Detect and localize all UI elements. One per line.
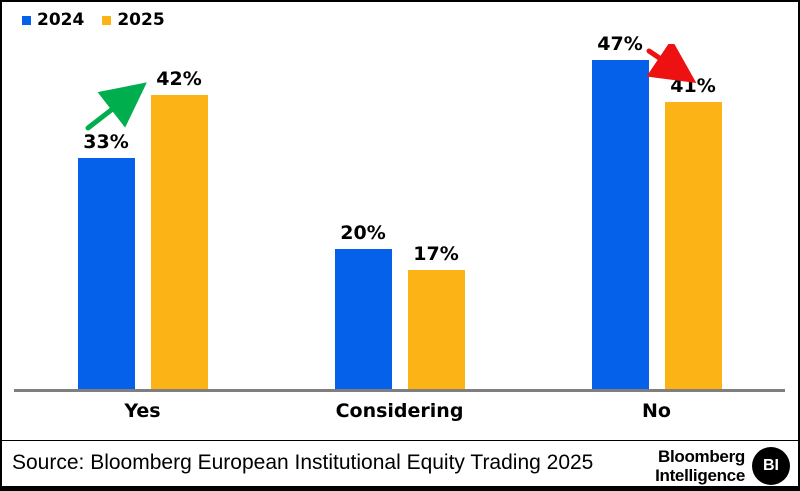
bar-2025-yes xyxy=(150,95,208,389)
legend-swatch-2024 xyxy=(22,15,31,25)
bar-wrap-2025-no: 41% xyxy=(664,75,722,389)
legend-label: 2025 xyxy=(117,10,165,30)
bar-value-label: 20% xyxy=(340,222,386,244)
x-axis-line xyxy=(14,389,785,392)
bar-wrap-2024-no: 47% xyxy=(591,33,649,389)
bar-wrap-2025-yes: 42% xyxy=(150,68,208,389)
category-label-yes: Yes xyxy=(124,400,161,422)
legend: 2024 2025 xyxy=(22,10,165,30)
bar-group-yes: 33% 42% xyxy=(14,20,271,389)
bar-value-label: 47% xyxy=(597,33,643,55)
bloomberg-intelligence-logo: Bloomberg Intelligence BI xyxy=(655,447,790,486)
category-label-considering: Considering xyxy=(335,400,464,422)
bar-2024-considering xyxy=(334,249,392,389)
legend-item-2025: 2025 xyxy=(102,10,165,30)
legend-label: 2024 xyxy=(37,10,85,30)
x-axis-category-labels: Yes Considering No xyxy=(14,400,785,422)
bar-groups: 33% 42% 20% 17% 47% 41% xyxy=(14,20,785,389)
legend-swatch-2025 xyxy=(102,15,112,25)
legend-item-2024: 2024 xyxy=(22,10,84,30)
logo-line1: Bloomberg xyxy=(657,447,745,466)
bar-2025-considering xyxy=(407,270,465,389)
trend-up-arrow xyxy=(85,82,147,131)
bar-2024-no xyxy=(591,60,649,389)
bar-group-considering: 20% 17% xyxy=(271,20,528,389)
bar-2024-yes xyxy=(77,158,135,389)
bar-2025-no xyxy=(664,102,722,389)
logo-line2: Intelligence xyxy=(655,466,745,486)
source-caption: Source: Bloomberg European Institutional… xyxy=(12,451,594,474)
category-label-no: No xyxy=(642,400,671,422)
bar-group-no: 47% 41% xyxy=(528,20,785,389)
chart-plot-area: 33% 42% 20% 17% 47% 41% Yes Considering No xyxy=(14,20,785,422)
footer-separator-line xyxy=(0,440,800,441)
bar-value-label: 33% xyxy=(83,131,129,153)
bar-wrap-2024-yes: 33% xyxy=(77,131,135,389)
bar-value-label: 42% xyxy=(156,68,202,90)
bi-badge-icon: BI xyxy=(752,447,790,486)
logo-wordmark: Bloomberg Intelligence xyxy=(655,447,745,485)
bar-wrap-2024-considering: 20% xyxy=(334,222,392,389)
trend-down-arrow xyxy=(646,44,697,83)
bar-wrap-2025-considering: 17% xyxy=(407,243,465,389)
bar-value-label: 17% xyxy=(413,243,459,265)
